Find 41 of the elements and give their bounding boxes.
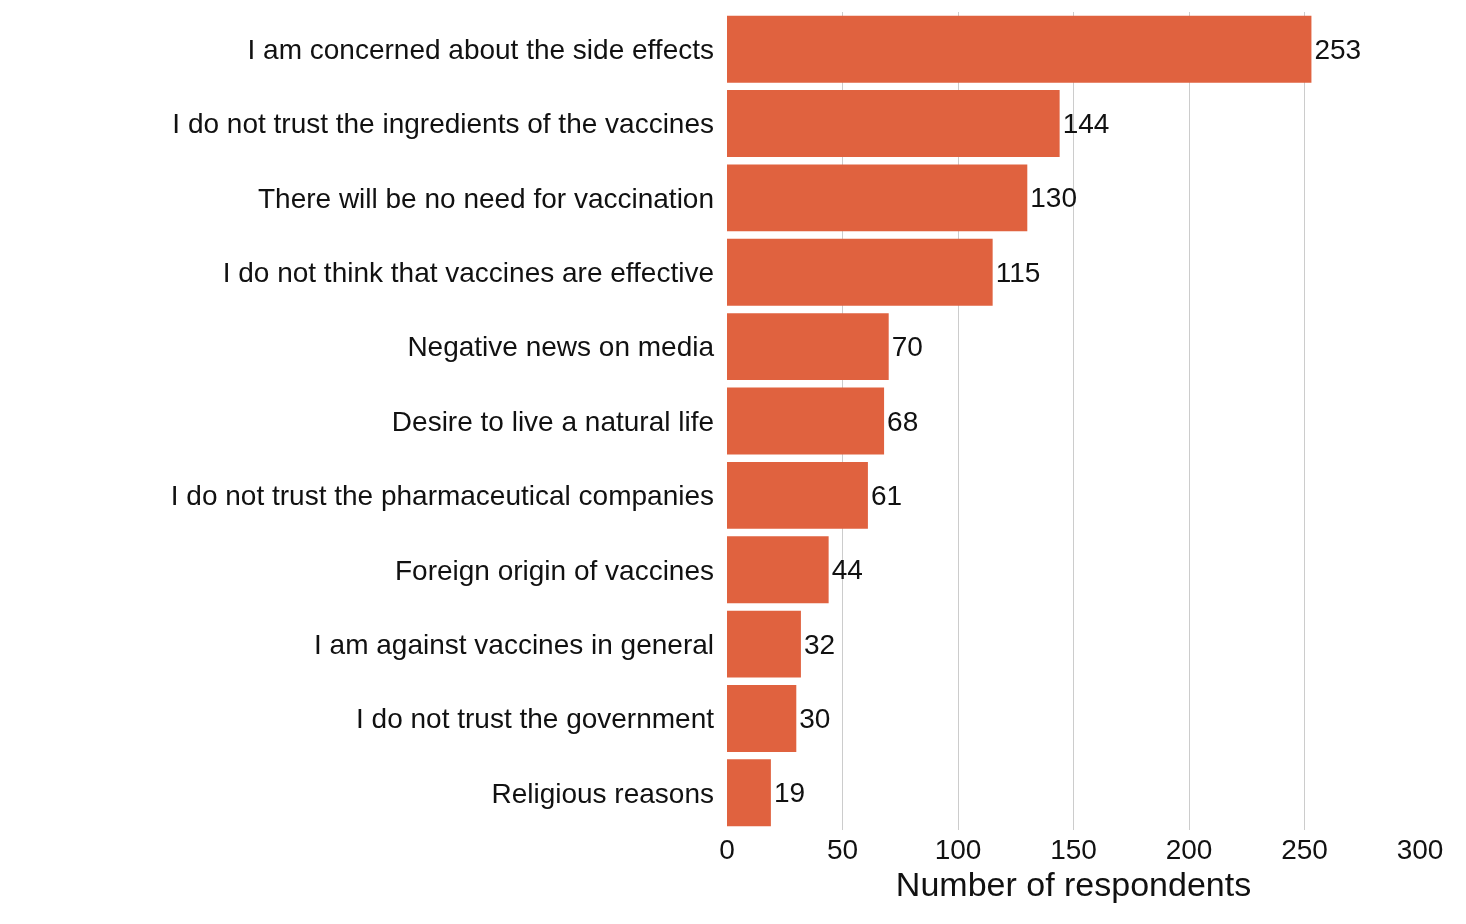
bar bbox=[727, 387, 885, 455]
data-label: 70 bbox=[891, 331, 923, 363]
x-tick-label: 50 bbox=[826, 834, 859, 865]
y-tick-label: I am against vaccines in general bbox=[314, 628, 714, 660]
data-label: 130 bbox=[1030, 182, 1078, 214]
bar bbox=[727, 164, 1028, 232]
data-label: 44 bbox=[831, 554, 863, 586]
y-tick-label: I do not trust the ingredients of the vaccines bbox=[172, 108, 714, 140]
y-tick-label: Negative news on media bbox=[407, 331, 715, 363]
data-label: 61 bbox=[870, 479, 903, 511]
bar bbox=[727, 684, 797, 752]
data-label: 32 bbox=[803, 628, 836, 660]
bar bbox=[727, 90, 1060, 158]
bar bbox=[727, 759, 771, 827]
data-label: 115 bbox=[995, 256, 1041, 288]
x-tick-label: 200 bbox=[1165, 834, 1213, 865]
data-label: 68 bbox=[887, 405, 919, 437]
y-tick-label: There will be no need for vaccination bbox=[257, 182, 714, 214]
data-label: 144 bbox=[1062, 108, 1110, 140]
x-tick-label: 300 bbox=[1396, 834, 1444, 865]
bar bbox=[727, 461, 868, 529]
data-label: 19 bbox=[773, 777, 806, 809]
y-tick-label: Foreign origin of vaccines bbox=[394, 554, 714, 586]
x-tick-label: 150 bbox=[1050, 834, 1097, 865]
y-tick-label: Religious reasons bbox=[491, 777, 714, 809]
data-label: 253 bbox=[1314, 33, 1362, 65]
y-tick-label: I do not think that vaccines are effective bbox=[222, 257, 714, 289]
bar bbox=[727, 610, 801, 678]
y-tick-label: I am concerned about the side effects bbox=[247, 33, 714, 65]
y-tick-label: I do not trust the government bbox=[356, 703, 715, 735]
bar bbox=[727, 313, 889, 381]
bar bbox=[727, 238, 993, 306]
bar bbox=[727, 536, 829, 604]
y-tick-label: Desire to live a natural life bbox=[391, 405, 714, 437]
x-tick-label: 250 bbox=[1281, 834, 1328, 865]
x-tick-label: 0 bbox=[719, 834, 735, 865]
data-label: 30 bbox=[799, 702, 831, 734]
x-axis-title: Number of respondents bbox=[895, 865, 1252, 904]
y-tick-label: I do not trust the pharmaceutical companies bbox=[170, 480, 714, 512]
bar bbox=[727, 15, 1312, 83]
x-tick-label: 100 bbox=[934, 834, 982, 865]
